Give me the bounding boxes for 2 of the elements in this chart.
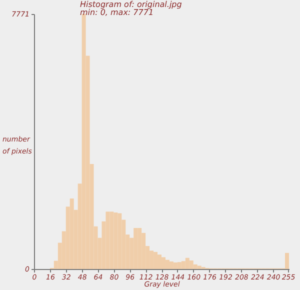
chart-title: Histogram of: original.jpg [80, 0, 182, 9]
chart-subtitle: min: 0, max: 7771 [80, 8, 154, 17]
